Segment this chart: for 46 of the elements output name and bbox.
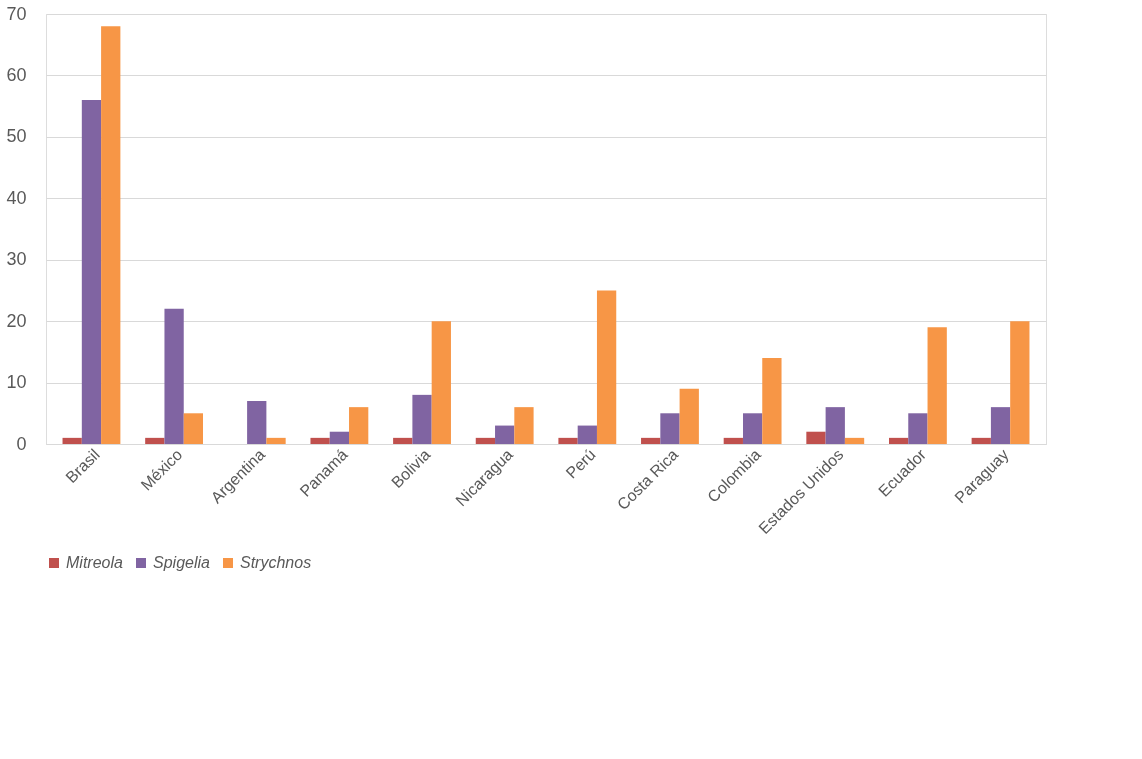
- y-tick-label: 10: [6, 372, 27, 393]
- bar: [310, 437, 330, 444]
- bar: [641, 437, 661, 444]
- bar: [825, 407, 845, 444]
- bar: [101, 26, 121, 444]
- y-tick-label: 60: [6, 64, 27, 85]
- bar: [183, 413, 204, 444]
- y-tick-label: 40: [6, 187, 27, 208]
- bar: [412, 394, 432, 444]
- bar: [164, 308, 184, 444]
- bar: [844, 437, 865, 444]
- bar: [266, 437, 286, 444]
- bar: [679, 388, 699, 444]
- bar: [431, 321, 451, 444]
- bar: [495, 425, 515, 444]
- bar: [927, 327, 947, 444]
- bar: [577, 425, 597, 444]
- legend-label: Strychnos: [240, 554, 312, 571]
- bar: [349, 407, 369, 444]
- bar: [247, 401, 267, 444]
- y-tick-label: 20: [6, 310, 27, 331]
- bar: [329, 431, 350, 444]
- bar: [806, 431, 826, 444]
- bar: [475, 437, 496, 444]
- y-tick-label: 30: [6, 249, 27, 270]
- y-tick-label: 50: [6, 126, 27, 147]
- bar: [908, 413, 928, 444]
- y-tick-label: 70: [6, 3, 27, 24]
- bar: [1010, 321, 1030, 444]
- legend-label: Spigelia: [153, 554, 211, 571]
- bar: [514, 407, 534, 444]
- bar: [888, 437, 909, 444]
- bar: [81, 100, 102, 444]
- bar: [393, 437, 413, 444]
- bar: [971, 437, 991, 444]
- bar: [762, 358, 782, 444]
- legend-label: Mitreola: [66, 554, 124, 571]
- bar: [145, 437, 165, 444]
- bar: [660, 413, 680, 444]
- bar: [990, 407, 1011, 444]
- bar: [723, 437, 743, 444]
- bar: [742, 413, 763, 444]
- y-tick-label: 0: [16, 433, 27, 454]
- bar: [558, 437, 578, 444]
- bar: [596, 290, 617, 444]
- bar: [62, 437, 82, 444]
